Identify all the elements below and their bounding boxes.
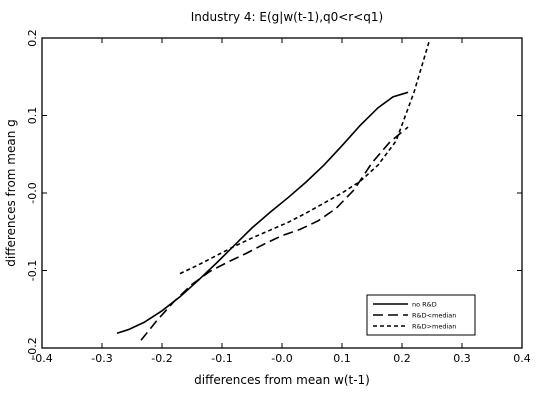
x-tick-label: 0.2	[393, 352, 411, 365]
legend: no R&D R&D<median R&D>median	[366, 294, 476, 336]
x-tick-label: -0.4	[31, 352, 52, 365]
legend-label: R&D>median	[412, 323, 456, 331]
series-layer	[116, 41, 430, 341]
legend-label: no R&D	[412, 301, 437, 309]
x-tick-label: -0.1	[211, 352, 232, 365]
y-tick-label: -0.0	[26, 182, 39, 203]
y-tick-label: -0.1	[26, 260, 39, 281]
x-tick-label: 0.4	[513, 352, 531, 365]
y-axis-label: differences from mean g	[4, 119, 18, 267]
series-line-2	[179, 41, 430, 275]
x-tick-label: 0.1	[333, 352, 351, 365]
x-tick-label: -0.2	[151, 352, 172, 365]
series-line-1	[140, 126, 409, 341]
x-tick-label: -0.3	[91, 352, 112, 365]
legend-box	[366, 294, 476, 336]
legend-label: R&D<median	[412, 312, 456, 320]
x-axis: -0.4 -0.3 -0.2 -0.1 -0.0 0.1 0.2 0.3 0.4	[31, 38, 531, 365]
y-axis: -0.2 -0.1 -0.0 0.1 0.2	[26, 29, 522, 359]
chart-title: Industry 4: E(g|w(t-1),q0<r<q1)	[191, 10, 383, 24]
x-tick-label: 0.3	[453, 352, 471, 365]
y-tick-label: 0.2	[26, 29, 39, 47]
x-tick-label: -0.0	[271, 352, 292, 365]
y-tick-label: -0.2	[26, 337, 39, 358]
x-axis-label: differences from mean w(t-1)	[194, 373, 370, 387]
series-line-0	[116, 91, 409, 335]
y-tick-label: 0.1	[26, 107, 39, 125]
